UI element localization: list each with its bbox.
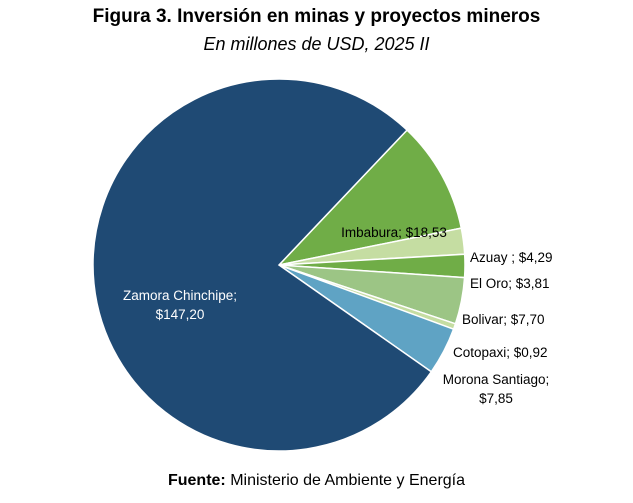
slice-label-cotopaxi: Cotopaxi; $0,92 [453, 345, 548, 360]
source-text: Ministerio de Ambiente y Energía [230, 472, 466, 489]
pie-slice-imbabura [276, 129, 463, 267]
slice-label-morona-santiago: Morona Santiago; $7,85 [443, 372, 550, 406]
chart-subtitle: En millones de USD, 2025 II [203, 34, 430, 54]
slice-label-el-oro: El Oro; $3,81 [470, 276, 550, 291]
pie-slice-zamora-chinchipe [92, 78, 433, 452]
slice-label-azuay: Azuay ; $4,29 [470, 250, 553, 265]
chart-source: Fuente: Ministerio de Ambiente y Energía [0, 472, 633, 490]
source-label: Fuente: [167, 472, 226, 489]
chart-title: Figura 3. Inversión en minas y proyectos… [92, 6, 541, 27]
slice-label-zamora-chinchipe: Zamora Chinchipe; $147,20 [123, 288, 237, 322]
slice-label-imbabura: Imbabura; $18,53 [341, 225, 447, 240]
slice-label-bolivar: Bolivar; $7,70 [462, 312, 545, 327]
slice-labels: Imbabura; $18,53 Azuay ; $4,29 El Oro; $3,… [123, 225, 553, 406]
pie-slices [92, 78, 466, 452]
